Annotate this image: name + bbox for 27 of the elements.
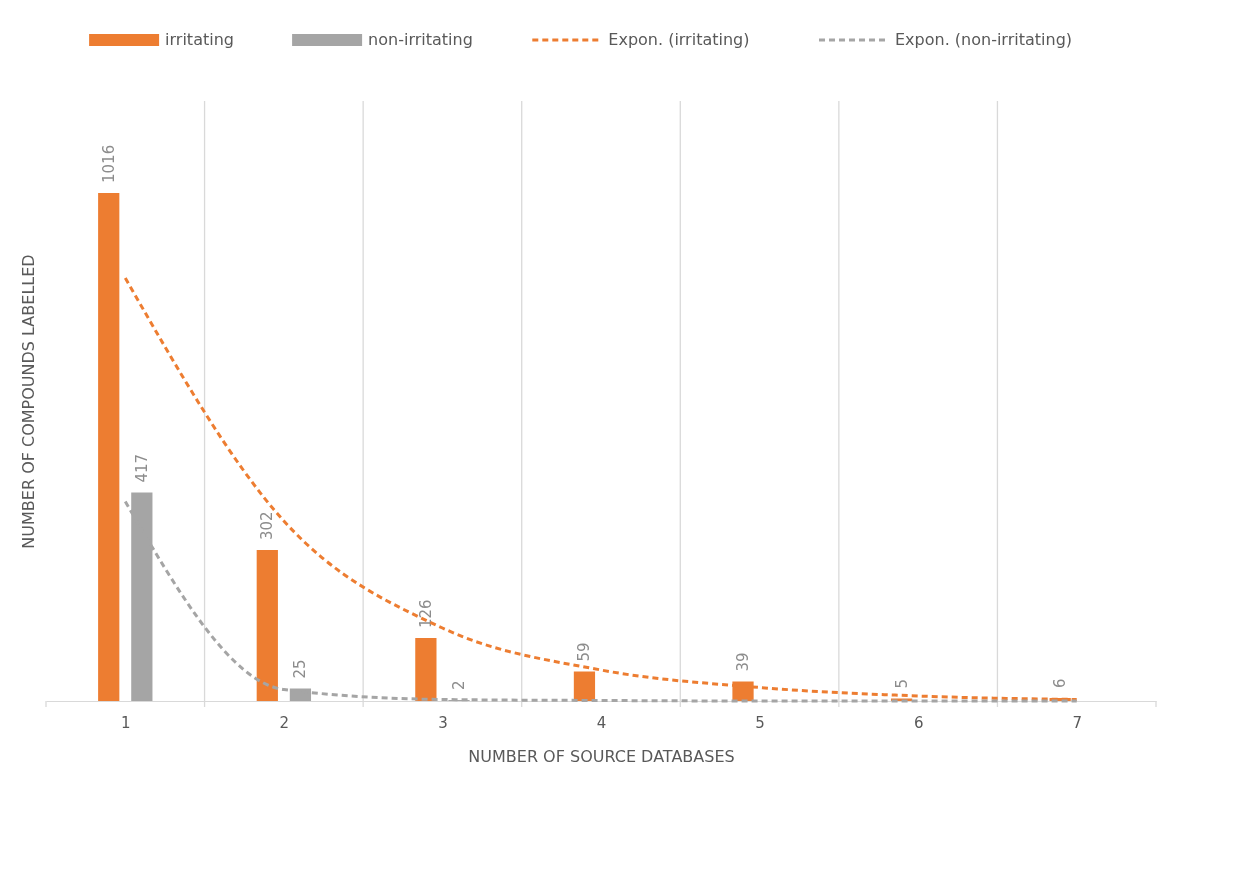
data-label: 126 [416, 599, 435, 628]
x-tick-label: 6 [913, 713, 924, 732]
data-label: 417 [132, 453, 151, 483]
bar [573, 671, 596, 701]
x-tick-label: 2 [279, 713, 290, 732]
y-axis-title: NUMBER OF COMPOUNDS LABELLED [18, 254, 38, 549]
data-label: 6 [1051, 678, 1070, 688]
data-label: 302 [258, 511, 277, 540]
bar [415, 638, 437, 701]
x-tick-label: 1 [121, 713, 131, 732]
x-tick-label: 7 [1072, 713, 1082, 732]
data-label: 25 [291, 659, 310, 679]
data-label: 5 [892, 678, 911, 689]
bar [256, 550, 278, 701]
legend-label: Expon. (irritating) [608, 30, 750, 49]
legend-label: Expon. (non-irritating) [895, 30, 1073, 49]
x-tick-label: 5 [755, 713, 765, 732]
data-label: 2 [449, 680, 468, 690]
data-label: 1016 [99, 144, 118, 183]
x-axis-title: NUMBER OF SOURCE DATABASES [468, 746, 735, 766]
data-label: 59 [575, 642, 594, 662]
x-tick-label: 3 [438, 713, 448, 732]
legend-label: irritating [165, 30, 234, 49]
legend-label: non-irritating [368, 30, 473, 49]
x-tick-label: 4 [596, 713, 607, 732]
data-label: 39 [734, 652, 753, 672]
bar [98, 193, 120, 701]
